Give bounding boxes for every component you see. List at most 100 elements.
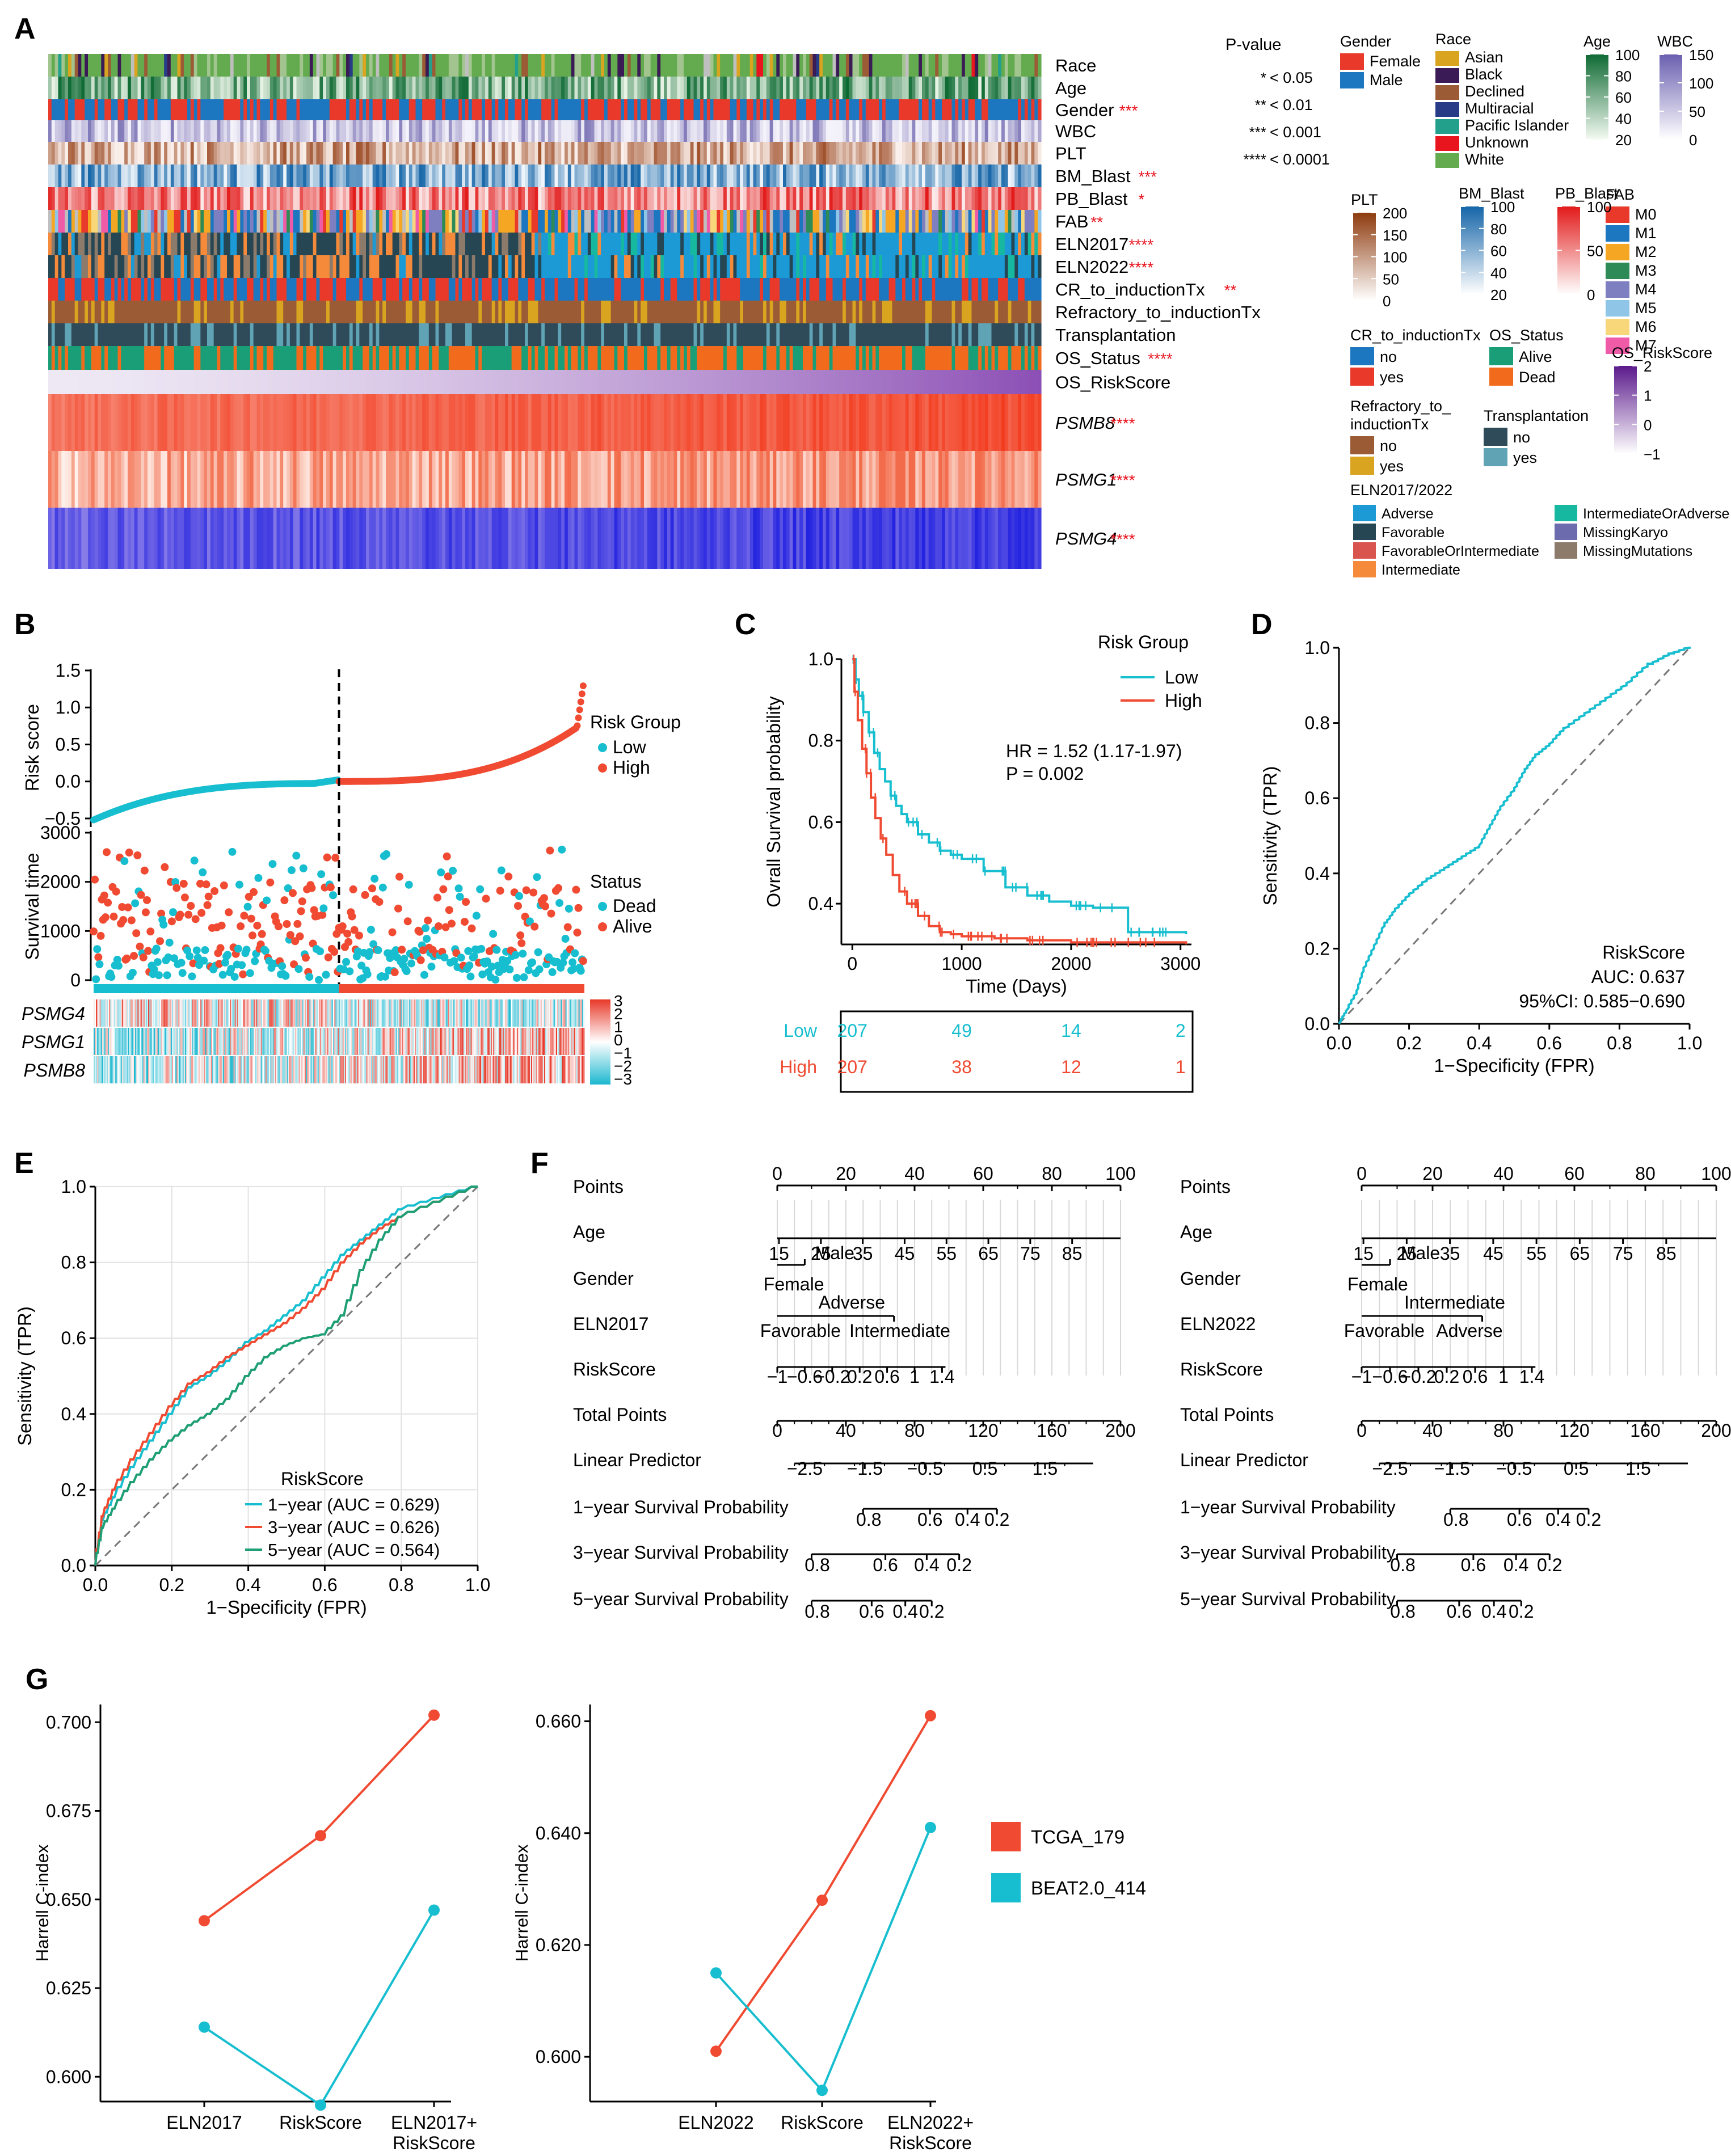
heatmap-cell (309, 187, 314, 210)
heatmap-cell (660, 77, 664, 99)
heatmap-cell (495, 394, 499, 451)
heatmap-cell (336, 278, 340, 301)
heatmap-cell (495, 278, 499, 301)
heatmap-cell (363, 210, 367, 233)
heatmap-cell (230, 370, 234, 394)
heatmap-cell (984, 394, 989, 451)
heatmap-cell (551, 142, 555, 164)
heatmap-cell (704, 255, 707, 278)
heatmap-cell (1027, 346, 1032, 370)
heatmap-cell (329, 142, 334, 164)
heatmap-cell (114, 77, 119, 99)
heatmap-cell (561, 142, 565, 164)
heatmap-cell (565, 142, 568, 164)
heatmap-cell (604, 210, 608, 233)
heatmap-cell (81, 77, 85, 99)
heatmap-cell (389, 142, 393, 164)
heatmap-cell (260, 451, 264, 508)
heatmap-cell (664, 99, 668, 120)
heatmap-cell (224, 233, 228, 255)
heatmap-cell (154, 394, 158, 451)
heatmap-cell (693, 346, 697, 370)
heatmap-cell (624, 210, 628, 233)
heatmap-cell (991, 233, 995, 255)
heatmap-cell (823, 54, 827, 77)
heatmap-cell (710, 54, 714, 77)
heatmap-cell (200, 120, 204, 142)
heatmap-cell (81, 323, 85, 346)
heatmap-cell (58, 187, 62, 210)
heatmap-cell (104, 394, 108, 451)
heatmap-cell (843, 77, 846, 99)
heatmap-cell (594, 233, 598, 255)
heatmap-cell (289, 99, 294, 120)
heatmap-cell (256, 451, 260, 508)
heatmap-cell (283, 164, 287, 187)
panel-letter-A: A (14, 12, 36, 45)
heatmap-cell (68, 99, 72, 120)
heatmap-cell (684, 278, 688, 301)
heatmap-cell (250, 323, 254, 346)
heatmap-cell (872, 233, 876, 255)
heatmap-cell (422, 346, 426, 370)
heatmap-cell (968, 99, 972, 120)
heatmap-cell (879, 301, 883, 323)
heatmap-cell (869, 346, 873, 370)
heatmap-cell (561, 54, 565, 77)
heatmap-cell (587, 233, 592, 255)
heatmap-cell (1038, 187, 1042, 210)
heatmap-cell (471, 323, 476, 346)
heatmap-cell (61, 323, 65, 346)
heatmap-cell (280, 451, 284, 508)
heatmap-cell (769, 370, 774, 394)
heatmap-cell (749, 164, 754, 187)
heatmap-cell (819, 120, 823, 142)
heatmap-cell (968, 255, 972, 278)
heatmap-cell (256, 187, 260, 210)
heatmap-cell (379, 301, 383, 323)
heatmap-cell (141, 142, 145, 164)
heatmap-cell (809, 278, 814, 301)
heatmap-cell (170, 451, 175, 508)
heatmap-cell (197, 187, 201, 210)
heatmap-cell (746, 323, 751, 346)
heatmap-cell (220, 233, 224, 255)
heatmap-cell (624, 346, 628, 370)
heatmap-cell (379, 142, 383, 164)
heatmap-cell (128, 164, 132, 187)
heatmap-cell (928, 77, 933, 99)
heatmap-cell (554, 142, 558, 164)
heatmap-cell (836, 255, 840, 278)
heatmap-cell (256, 120, 260, 142)
heatmap-cell (875, 323, 879, 346)
heatmap-cell (634, 142, 638, 164)
heatmap-cell (134, 323, 138, 346)
heatmap-cell (392, 77, 397, 99)
heatmap-cell (843, 142, 846, 164)
heatmap-cell (273, 233, 277, 255)
heatmap-cell (789, 54, 794, 77)
heatmap-cell (607, 370, 612, 394)
heatmap-cell (531, 346, 536, 370)
heatmap-cell (74, 394, 79, 451)
heatmap-cell (505, 394, 509, 451)
heatmap-cell (697, 394, 701, 451)
heatmap-cell (558, 301, 562, 323)
heatmap-cell (491, 451, 496, 508)
heatmap-cell (468, 233, 473, 255)
heatmap-cell (895, 120, 899, 142)
heatmap-cell (919, 120, 923, 142)
heatmap-cell (627, 346, 631, 370)
heatmap-cell (369, 394, 373, 451)
heatmap-cell (753, 77, 757, 99)
heatmap-cell (346, 301, 350, 323)
heatmap-cell (531, 142, 536, 164)
heatmap-cell (210, 54, 214, 77)
heatmap-cell (128, 323, 132, 346)
heatmap-cell (1034, 164, 1038, 187)
heatmap-cell (260, 164, 264, 187)
heatmap-cell (316, 278, 320, 301)
heatmap-cell (296, 233, 300, 255)
heatmap-cell (892, 323, 896, 346)
heatmap-cell (287, 323, 290, 346)
